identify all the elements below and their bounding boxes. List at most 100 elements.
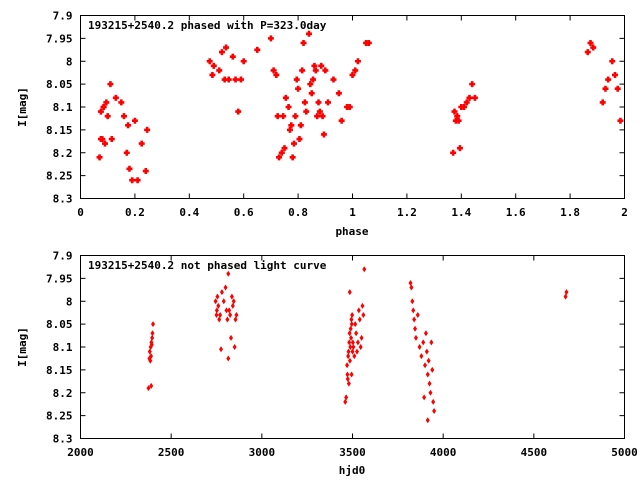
- data-point: [289, 154, 296, 161]
- data-point: [226, 270, 231, 277]
- y-tick-label: 8.25: [46, 170, 73, 183]
- data-point: [348, 344, 353, 350]
- data-point: [456, 145, 463, 152]
- data-point: [471, 94, 478, 101]
- x-tick-label: 0.6: [234, 206, 254, 219]
- y-tick-label: 7.9: [53, 10, 73, 23]
- data-point: [223, 284, 228, 291]
- data-point: [428, 389, 433, 396]
- data-point: [421, 339, 426, 346]
- y-tick-label: 8: [66, 55, 73, 68]
- data-point: [466, 94, 473, 101]
- x-tick-label: 1.8: [560, 206, 580, 219]
- data-points: [146, 266, 569, 424]
- data-point: [365, 39, 372, 46]
- data-point: [410, 298, 415, 305]
- data-point: [234, 311, 239, 318]
- data-point: [100, 104, 107, 110]
- data-point: [104, 113, 111, 120]
- data-point: [409, 284, 414, 291]
- data-point: [335, 90, 342, 97]
- data-point: [233, 316, 238, 323]
- data-point: [221, 76, 228, 83]
- data-point: [346, 104, 353, 110]
- data-point: [107, 81, 114, 88]
- data-point: [229, 53, 236, 60]
- data-point: [408, 279, 413, 286]
- data-point: [214, 311, 219, 318]
- x-ticks: 2000 2500 3000 3500 4000 4500 5000: [67, 255, 638, 459]
- data-point: [267, 35, 274, 42]
- data-point: [280, 113, 287, 120]
- x-tick-label: 1.6: [506, 206, 526, 219]
- data-point: [431, 398, 436, 405]
- data-point: [227, 307, 232, 314]
- data-point: [352, 353, 357, 360]
- data-point: [300, 39, 307, 46]
- data-point: [454, 113, 461, 120]
- data-point: [225, 76, 232, 83]
- data-point: [343, 398, 348, 405]
- data-point: [146, 385, 151, 392]
- data-point: [108, 136, 115, 143]
- data-point: [310, 76, 317, 83]
- data-point: [609, 58, 616, 65]
- y-tick-label: 8.3: [53, 433, 73, 446]
- data-point: [144, 126, 151, 133]
- data-point: [125, 122, 132, 129]
- data-point: [142, 168, 149, 175]
- data-point: [209, 71, 216, 78]
- data-point: [297, 122, 304, 129]
- data-point: [349, 71, 356, 78]
- data-point: [299, 67, 306, 74]
- data-point: [349, 371, 354, 378]
- data-point: [347, 357, 352, 364]
- data-point: [225, 316, 230, 323]
- data-point: [425, 371, 430, 378]
- data-point: [461, 104, 468, 110]
- x-tick-label: 0.4: [179, 206, 199, 219]
- y-tick-label: 8.1: [53, 341, 73, 354]
- data-point: [232, 344, 237, 350]
- data-point: [103, 99, 110, 106]
- x-tick-label: 2500: [158, 446, 185, 459]
- data-point: [357, 316, 362, 323]
- data-point: [345, 362, 350, 369]
- data-point: [617, 117, 624, 124]
- data-point: [219, 346, 224, 353]
- data-point: [564, 289, 569, 296]
- data-point: [312, 67, 319, 74]
- data-point: [129, 177, 136, 184]
- data-point: [221, 298, 226, 305]
- data-point: [296, 136, 303, 143]
- y-tick-label: 8.1: [53, 101, 73, 114]
- y-tick-label: 8.05: [46, 318, 73, 331]
- data-point: [223, 44, 230, 51]
- data-point: [214, 307, 219, 314]
- data-point: [219, 289, 224, 296]
- y-tick-label: 8.25: [46, 410, 73, 423]
- x-tick-label: 4000: [430, 446, 457, 459]
- data-point: [291, 140, 298, 147]
- data-point: [584, 49, 591, 56]
- data-point: [432, 408, 437, 415]
- data-point: [346, 348, 351, 355]
- x-ticks: 0 0.2 0.4 0.6 0.8 1 1.2 1.4 1.6 1.8 2: [77, 15, 628, 219]
- data-point: [151, 321, 156, 328]
- x-axis-label: phase: [335, 225, 368, 238]
- y-axis-label: I[mag]: [16, 327, 29, 367]
- y-tick-label: 8.15: [46, 124, 73, 137]
- data-point: [325, 99, 332, 106]
- data-point: [295, 85, 302, 92]
- x-tick-label: 0.8: [288, 206, 308, 219]
- data-point: [614, 85, 621, 92]
- data-point: [423, 362, 428, 369]
- data-point: [602, 85, 609, 92]
- data-point: [286, 126, 293, 133]
- data-point: [451, 108, 458, 115]
- data-point: [350, 339, 355, 346]
- data-point: [231, 298, 236, 305]
- data-point: [417, 344, 422, 350]
- data-point: [349, 334, 354, 341]
